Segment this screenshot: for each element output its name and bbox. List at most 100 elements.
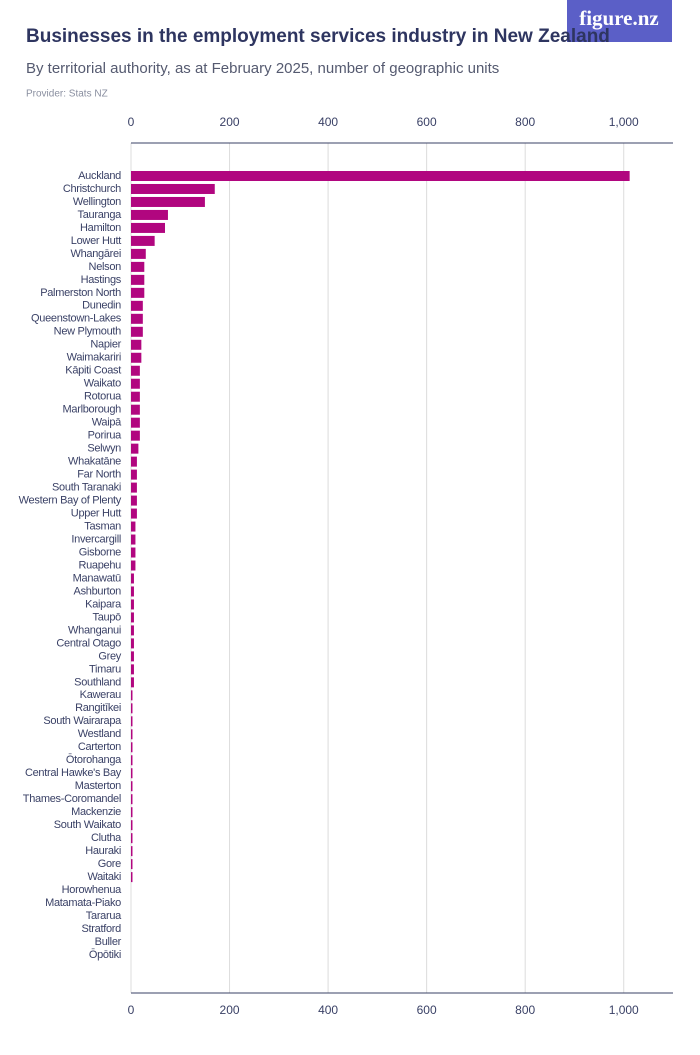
category-label: Auckland — [78, 170, 121, 182]
category-label: Whakatāne — [68, 456, 121, 468]
category-label: Tararua — [86, 910, 122, 922]
category-label: Manawatū — [73, 572, 122, 584]
bar — [131, 352, 142, 363]
logo-box — [567, 0, 672, 42]
bar — [131, 417, 140, 428]
category-label: Taupō — [93, 611, 122, 623]
bar — [131, 495, 137, 506]
chart-subtitle: By territorial authority, as at February… — [26, 60, 499, 77]
category-label: Hamilton — [80, 222, 121, 234]
category-label: Western Bay of Plenty — [19, 494, 122, 506]
category-label: Porirua — [88, 430, 123, 442]
bar — [131, 274, 145, 285]
category-label: Rangitīkei — [75, 702, 121, 714]
bar — [131, 196, 205, 207]
bar — [131, 599, 134, 610]
category-label: Ōtorohanga — [66, 754, 122, 766]
bar — [131, 586, 134, 597]
chart-title: Businesses in the employment services in… — [26, 26, 610, 47]
category-label: Whanganui — [68, 624, 121, 636]
bar — [131, 651, 134, 662]
category-label: South Taranaki — [52, 482, 121, 494]
category-label: Matamata-Piako — [45, 897, 121, 909]
category-label: Ruapehu — [78, 559, 121, 571]
category-label: Thames-Coromandel — [23, 793, 121, 805]
bar — [131, 235, 155, 246]
category-label: Marlborough — [63, 404, 122, 416]
bar — [131, 755, 133, 766]
bar — [131, 781, 133, 792]
bar — [131, 833, 133, 844]
category-label: Dunedin — [82, 300, 121, 312]
x-tick-label: 0 — [128, 1003, 135, 1017]
category-label: Tasman — [84, 520, 121, 532]
bar — [131, 287, 145, 298]
category-label: Tauranga — [78, 209, 123, 221]
category-label: Rotorua — [84, 391, 122, 403]
bar — [131, 326, 143, 337]
bar — [131, 404, 140, 415]
category-label: Kawerau — [80, 689, 121, 701]
category-label: South Wairarapa — [43, 715, 122, 727]
x-tick-label: 600 — [417, 115, 437, 129]
bar — [131, 547, 136, 558]
bar — [131, 664, 134, 675]
bar — [131, 248, 146, 259]
category-label: Upper Hutt — [71, 507, 121, 519]
bar — [131, 378, 140, 389]
category-label: Ashburton — [74, 585, 122, 597]
bar — [131, 209, 168, 220]
category-label: Waitaki — [87, 871, 121, 883]
bar — [131, 859, 133, 870]
category-label: Hauraki — [85, 845, 121, 857]
bar — [131, 300, 143, 311]
bar — [131, 807, 133, 818]
category-label: Palmerston North — [40, 287, 121, 299]
bar — [131, 222, 165, 233]
bar — [131, 469, 137, 480]
x-tick-label: 1,000 — [609, 115, 639, 129]
category-label: Buller — [95, 936, 122, 948]
provider: Provider: Stats NZ — [26, 89, 108, 100]
category-label: Gisborne — [79, 546, 121, 558]
bar — [131, 729, 133, 740]
bar — [131, 677, 134, 688]
bar — [131, 638, 134, 649]
category-label: Queenstown-Lakes — [31, 313, 122, 325]
bar — [131, 521, 136, 532]
category-label: Southland — [74, 676, 121, 688]
category-label: Grey — [98, 650, 121, 662]
bar — [131, 313, 143, 324]
bar — [131, 430, 140, 441]
category-label: New Plymouth — [54, 326, 121, 338]
category-label: Clutha — [91, 832, 122, 844]
bar — [131, 846, 133, 857]
bar — [131, 573, 134, 584]
bar — [131, 716, 133, 727]
category-label: Waimakariri — [67, 352, 121, 364]
category-label: Masterton — [75, 780, 121, 792]
category-label: Nelson — [89, 261, 122, 273]
bar — [131, 872, 133, 883]
bar — [131, 183, 215, 194]
x-tick-label: 600 — [417, 1003, 437, 1017]
category-label: Selwyn — [87, 443, 121, 455]
bar — [131, 482, 137, 493]
category-label: Christchurch — [63, 183, 121, 195]
bar — [131, 560, 136, 571]
category-label: Central Hawke's Bay — [25, 767, 122, 779]
x-tick-label: 200 — [220, 1003, 240, 1017]
x-tick-label: 200 — [220, 115, 240, 129]
category-label: Ōpōtiki — [89, 949, 121, 961]
category-label: Napier — [90, 339, 121, 351]
category-label: Mackenzie — [71, 806, 121, 818]
bar — [131, 742, 133, 753]
bar — [131, 443, 139, 454]
category-label: Kāpiti Coast — [65, 365, 121, 377]
x-tick-label: 1,000 — [609, 1003, 639, 1017]
bar — [131, 820, 133, 831]
bar — [131, 703, 133, 714]
category-label: Invercargill — [71, 533, 121, 545]
bar — [131, 339, 142, 350]
